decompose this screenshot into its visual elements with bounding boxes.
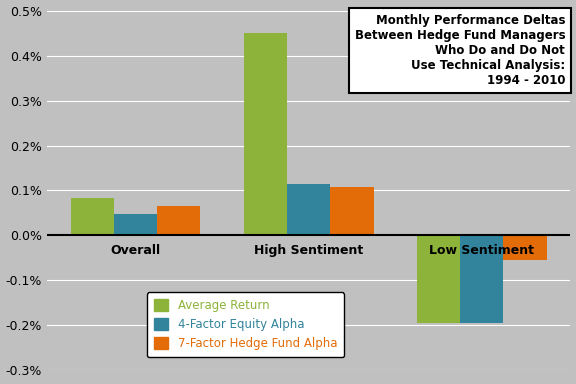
- Bar: [417, 235, 460, 323]
- Text: Low Sentiment: Low Sentiment: [429, 243, 534, 257]
- Bar: [330, 187, 373, 235]
- Bar: [460, 235, 503, 323]
- Bar: [503, 235, 547, 260]
- Text: Monthly Performance Deltas
Between Hedge Fund Managers
Who Do and Do Not
Use Tec: Monthly Performance Deltas Between Hedge…: [355, 14, 565, 87]
- Bar: [114, 214, 157, 235]
- Bar: [71, 198, 114, 235]
- Legend: Average Return, 4-Factor Equity Alpha, 7-Factor Hedge Fund Alpha: Average Return, 4-Factor Equity Alpha, 7…: [147, 292, 344, 358]
- Bar: [157, 206, 200, 235]
- Text: Overall: Overall: [111, 243, 161, 257]
- Text: High Sentiment: High Sentiment: [254, 243, 363, 257]
- Bar: [287, 184, 330, 235]
- Bar: [244, 33, 287, 235]
